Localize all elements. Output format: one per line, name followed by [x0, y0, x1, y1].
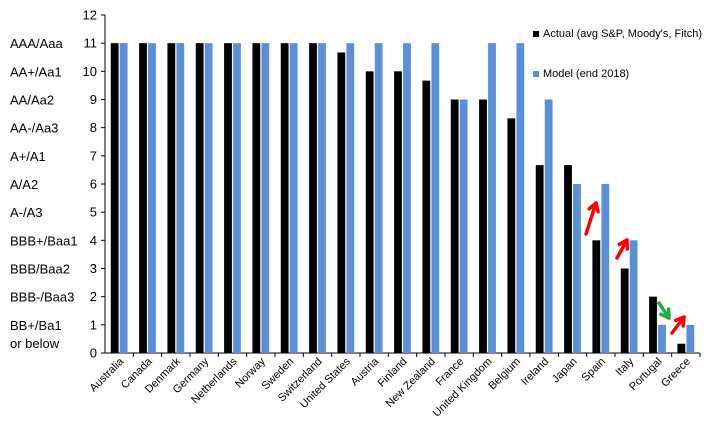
- legend-swatch-actual: [533, 31, 539, 37]
- arrow-head: [659, 307, 671, 320]
- bar-actual: [139, 43, 147, 354]
- y-tick-label: 1: [90, 317, 97, 332]
- bar-model: [658, 324, 666, 353]
- bar-model: [516, 43, 525, 354]
- category-label: United States: [298, 355, 354, 411]
- bar-actual: [167, 43, 176, 354]
- bar-model: [148, 43, 156, 354]
- bar-model: [289, 43, 298, 354]
- y-tick-label: 8: [90, 120, 97, 135]
- bar-model: [119, 43, 128, 354]
- category-label: Spain: [580, 356, 608, 384]
- rating-label: BB+/Ba1: [10, 318, 62, 333]
- arrow-head: [587, 201, 600, 214]
- bar-actual: [252, 43, 261, 354]
- bar-model: [431, 43, 440, 354]
- y-tick-label: 6: [90, 177, 97, 192]
- bar-model: [488, 43, 496, 354]
- rating-label: A+/A1: [10, 149, 46, 164]
- arrow-up-icon: [670, 315, 686, 335]
- arrow-shaft: [615, 238, 629, 260]
- bar-model: [544, 99, 553, 353]
- bar-model: [261, 43, 270, 354]
- bar-actual: [280, 43, 289, 354]
- category-label: Japan: [550, 356, 580, 386]
- category-label: Belgium: [486, 356, 523, 393]
- bar-actual: [620, 268, 629, 353]
- bar-model: [459, 99, 468, 353]
- bar-model: [204, 43, 213, 354]
- bar-actual: [337, 52, 346, 353]
- y-tick-label: 10: [83, 64, 97, 79]
- y-tick-label: 3: [90, 261, 97, 276]
- bar-model: [346, 43, 355, 354]
- arrow-down-icon: [657, 301, 671, 320]
- y-tick-label: 9: [90, 92, 97, 107]
- arrow-head: [617, 238, 630, 251]
- y-tick-label: 2: [90, 289, 97, 304]
- rating-label: AA+/Aa1: [10, 64, 62, 79]
- y-tick-label: 4: [90, 233, 97, 248]
- bar-actual: [479, 99, 487, 353]
- bar-model: [601, 184, 610, 353]
- bar-actual: [394, 71, 402, 353]
- bar-actual: [592, 240, 601, 353]
- y-tick-label: 5: [90, 205, 97, 220]
- bar-actual: [309, 43, 317, 354]
- rating-label: AA/Aa2: [10, 93, 54, 108]
- legend-label-model: Model (end 2018): [543, 68, 629, 80]
- rating-label: BBB+/Baa1: [10, 233, 78, 248]
- legend-label-actual: Actual (avg S&P, Moody's, Fitch): [543, 28, 702, 40]
- arrow-up-icon: [615, 238, 630, 260]
- rating-label: AA-/Aa3: [10, 121, 58, 136]
- bar-model: [176, 43, 185, 354]
- bar-actual: [450, 99, 459, 353]
- bar-actual: [677, 343, 686, 353]
- rating-label: BBB-/Baa3: [10, 290, 74, 305]
- y-tick-label: 7: [90, 148, 97, 163]
- category-label: Australia: [88, 355, 127, 394]
- bar-actual: [224, 43, 232, 354]
- rating-label: or below: [10, 336, 60, 351]
- bar-model: [686, 324, 695, 353]
- y-tick-label: 0: [90, 346, 97, 361]
- bar-actual: [535, 165, 544, 353]
- bar-model: [318, 43, 326, 354]
- legend-swatch-model: [533, 71, 539, 77]
- y-tick-label: 11: [84, 36, 98, 51]
- arrow-up-icon: [584, 201, 600, 236]
- bar-model: [374, 43, 383, 354]
- bar-actual: [422, 80, 431, 354]
- bar-actual: [564, 165, 572, 353]
- bar-model: [573, 184, 581, 353]
- category-label: Greece: [659, 356, 693, 390]
- rating-label: A-/A3: [10, 205, 43, 220]
- rating-label: BBB/Baa2: [10, 262, 70, 277]
- rating-label: A/A2: [10, 177, 38, 192]
- bar-actual: [649, 296, 657, 353]
- bar-actual: [195, 43, 204, 354]
- bar-model: [629, 240, 638, 353]
- arrow-shaft: [584, 201, 598, 236]
- bar-actual: [365, 71, 374, 353]
- bar-actual: [507, 118, 516, 353]
- arrow-head: [673, 315, 686, 328]
- bar-model: [403, 43, 411, 354]
- category-label: Italy: [614, 355, 637, 378]
- bar-model: [233, 43, 241, 354]
- y-tick-label: 12: [83, 8, 97, 23]
- rating-label: AAA/Aaa: [10, 36, 64, 51]
- category-label: Ireland: [519, 356, 551, 388]
- bar-actual: [110, 43, 119, 354]
